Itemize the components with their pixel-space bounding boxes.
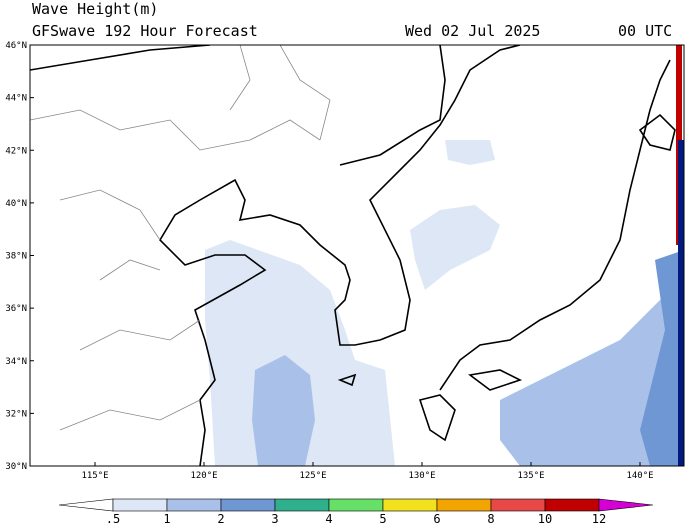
colorbar-segment	[220, 498, 276, 512]
lon-label: 120°E	[190, 471, 217, 481]
colorbar-arrow	[598, 498, 654, 512]
map-area	[30, 45, 684, 466]
lon-label: 130°E	[408, 471, 435, 481]
lat-label: 32°N	[5, 409, 27, 419]
lon-label: 140°E	[626, 471, 653, 481]
wave-shade	[640, 250, 684, 466]
colorbar-label: 12	[592, 512, 606, 525]
lat-label: 44°N	[5, 94, 27, 104]
colorbar-label: 5	[379, 512, 386, 525]
colorbar-label: 6	[433, 512, 440, 525]
colorbar-label: 10	[538, 512, 552, 525]
colorbar-label: 2	[217, 512, 224, 525]
colorbar-segment	[544, 498, 600, 512]
lat-label: 36°N	[5, 304, 27, 314]
colorbar-segment	[382, 498, 438, 512]
colorbar-arrow	[58, 498, 114, 512]
lon-label: 115°E	[81, 471, 108, 481]
borders	[30, 45, 331, 431]
wave-shade	[500, 270, 684, 466]
colorbar-label: 3	[271, 512, 278, 525]
lon-label: 135°E	[517, 471, 544, 481]
wave-shade	[205, 240, 395, 466]
subtitle: GFSwave 192 Hour Forecast	[32, 22, 258, 40]
time: 00 UTC	[618, 22, 672, 40]
colorbar-label: 4	[325, 512, 332, 525]
wave-shade	[445, 140, 495, 165]
title: Wave Height(m)	[32, 0, 158, 18]
lat-label: 34°N	[5, 357, 27, 367]
wave-shade	[252, 355, 315, 466]
colorbar-segment	[112, 498, 168, 512]
lat-label: 42°N	[5, 146, 27, 156]
date: Wed 02 Jul 2025	[405, 22, 540, 40]
colorbar-label: 8	[487, 512, 494, 525]
colorbar-label: .5	[106, 512, 120, 525]
colorbar-segment	[490, 498, 546, 512]
lon-label: 125°E	[299, 471, 326, 481]
coastlines	[30, 45, 676, 466]
lat-label: 38°N	[5, 252, 27, 262]
lat-label: 40°N	[5, 199, 27, 209]
lat-label: 46°N	[5, 41, 27, 51]
colorbar-segment	[166, 498, 222, 512]
edge-band	[678, 140, 684, 466]
wave-shade	[410, 205, 500, 290]
colorbar-segment	[274, 498, 330, 512]
colorbar-segment	[328, 498, 384, 512]
colorbar-segment	[436, 498, 492, 512]
lat-label: 30°N	[5, 462, 27, 472]
colorbar-label: 1	[163, 512, 170, 525]
